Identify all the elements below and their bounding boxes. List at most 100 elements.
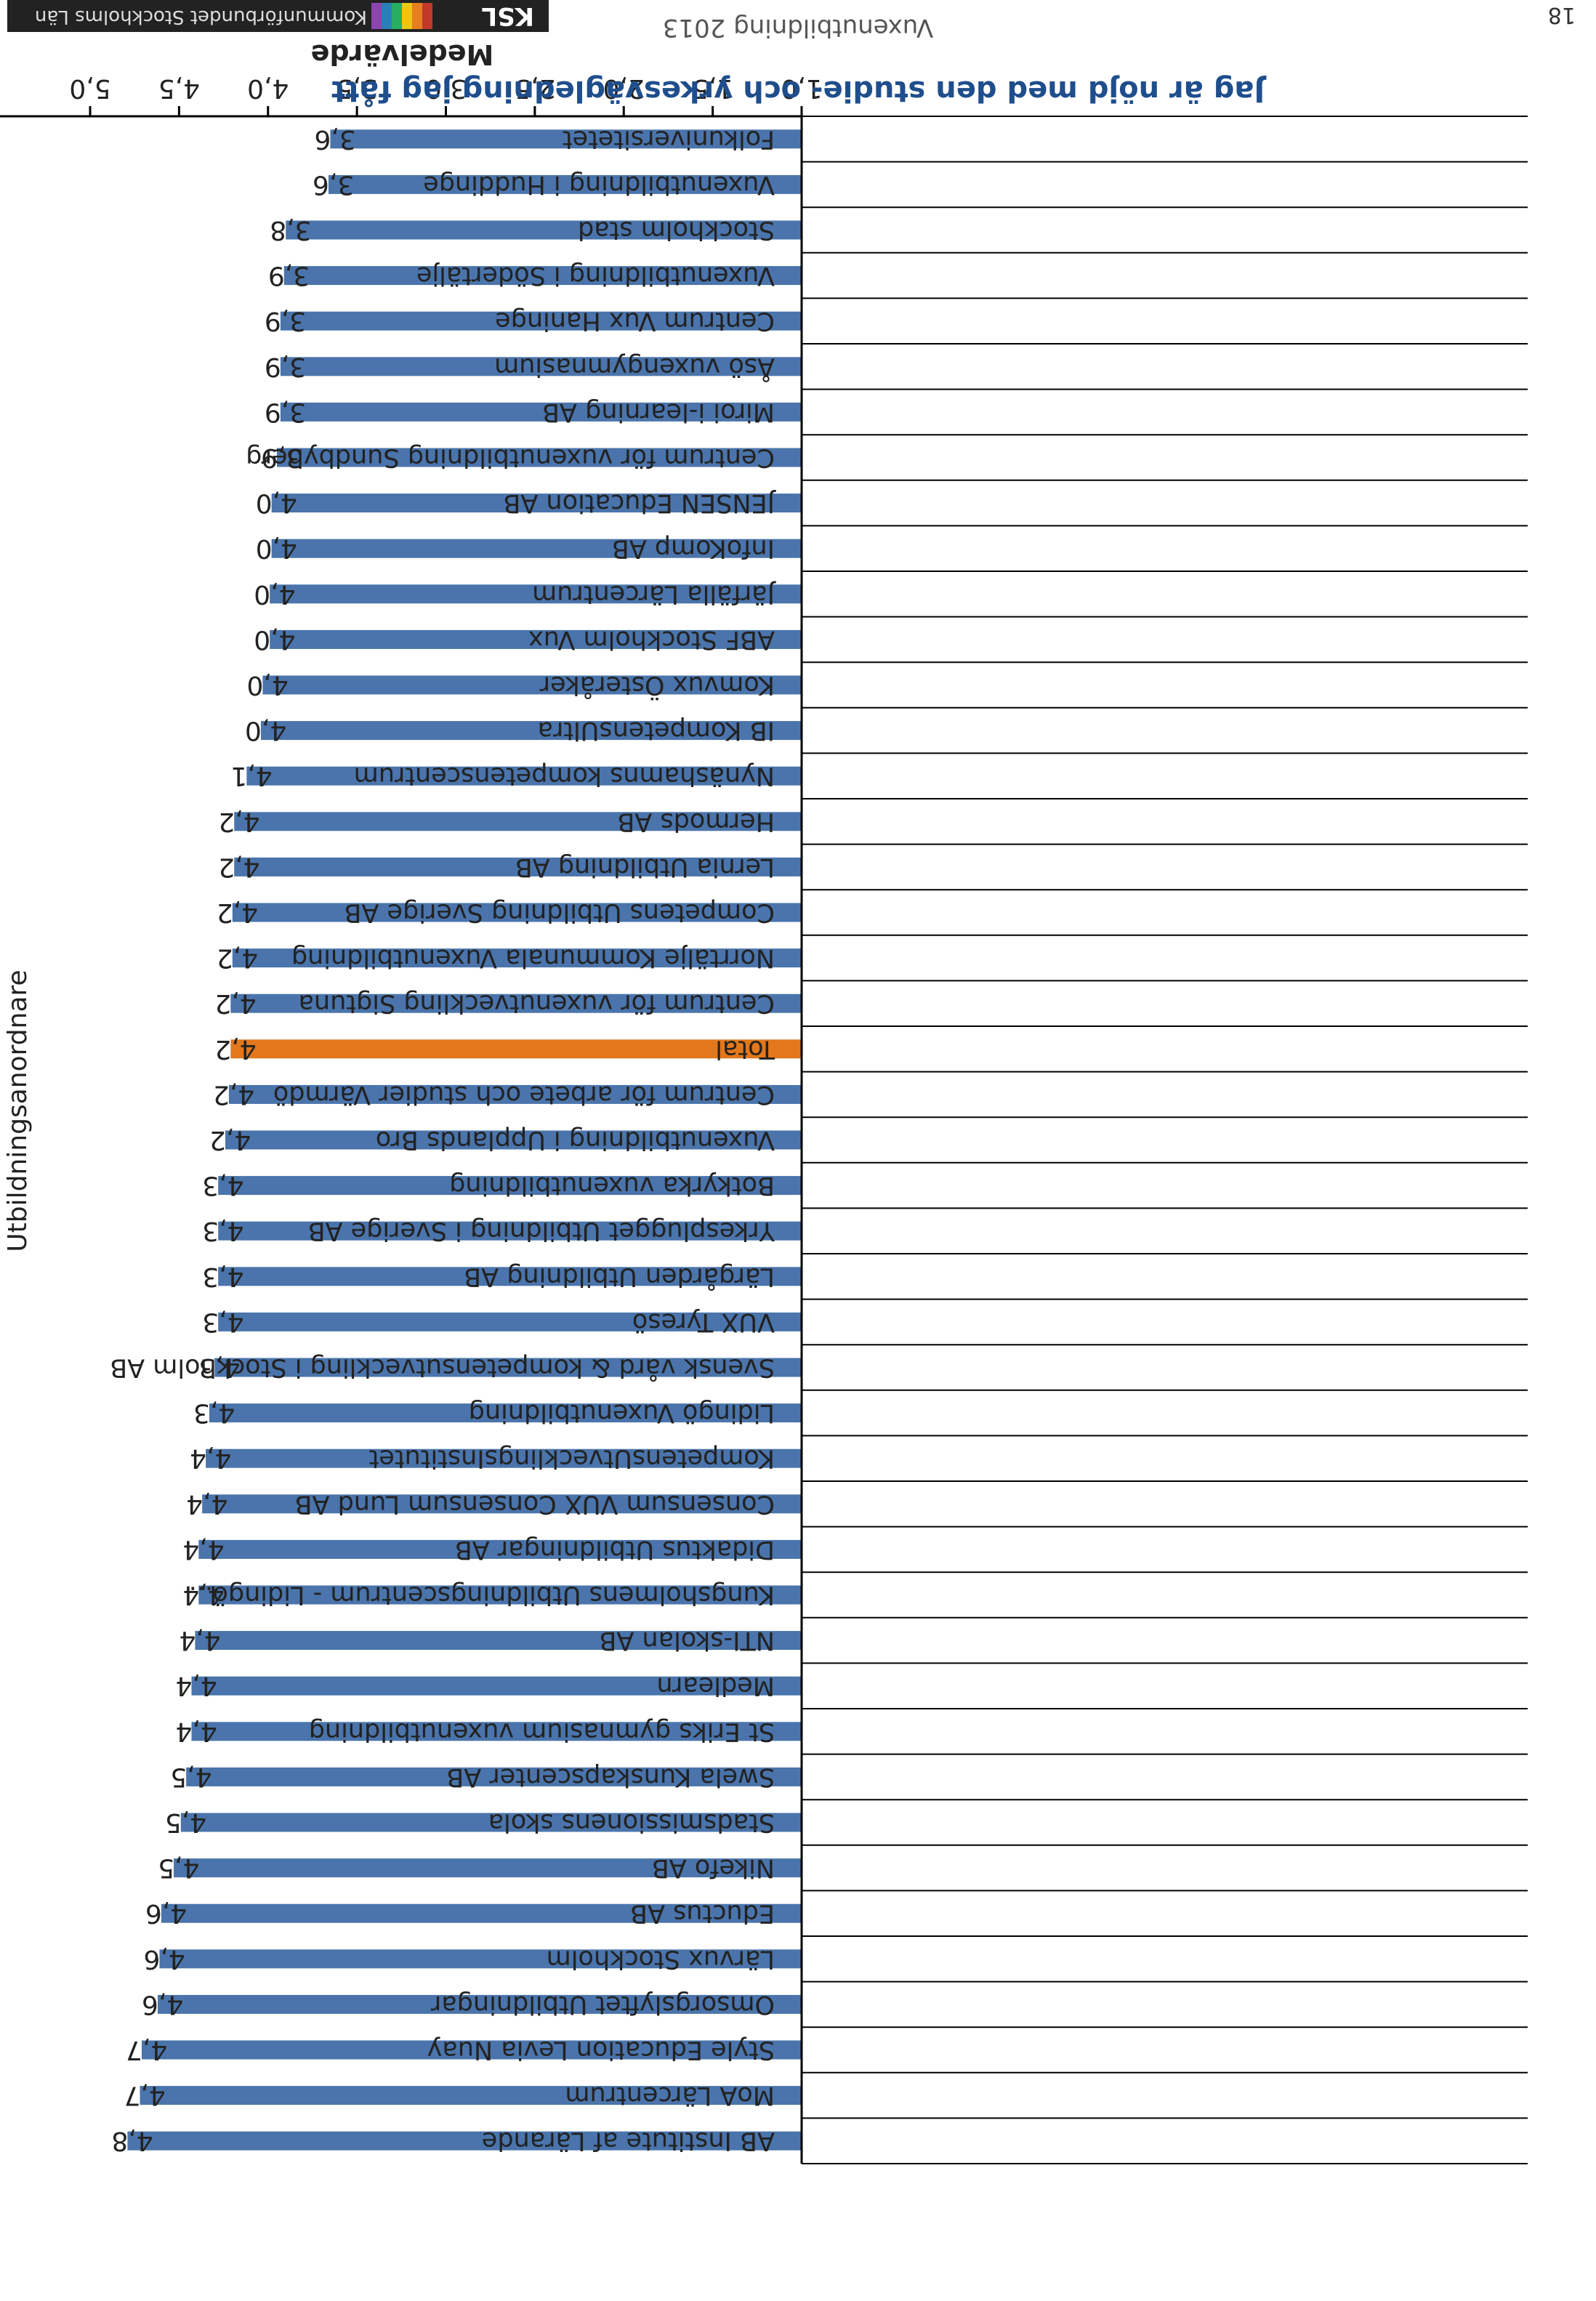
- bar: [218, 1267, 802, 1286]
- category-label: KompetensUtvecklingsInstitutet: [369, 1444, 775, 1473]
- category-label: Hermods AB: [617, 807, 775, 836]
- bar: [191, 1676, 802, 1696]
- category-label: Eductus AB: [630, 1899, 775, 1928]
- x-tick-label: 1,0: [781, 73, 822, 103]
- bar: [174, 1858, 802, 1878]
- bar: [230, 994, 802, 1013]
- value-label: 4,2: [217, 898, 258, 927]
- category-label: Stockholm stad: [578, 216, 775, 245]
- x-axis-title: Medelvärde: [311, 39, 494, 70]
- value-label: 4,2: [218, 852, 259, 882]
- value-label: 4,3: [202, 1307, 243, 1337]
- value-label: 4,0: [256, 533, 297, 563]
- x-tick-label: 2,5: [514, 73, 555, 103]
- category-label: Vuxenutbildning i Huddinge: [423, 170, 775, 199]
- category-label: Lärvux Stockholm: [547, 1944, 775, 1973]
- category-label: Folkuniversitetet: [563, 124, 775, 153]
- value-label: 4,2: [217, 943, 258, 973]
- value-label: 4,3: [198, 1353, 240, 1382]
- category-label: Total: [715, 1034, 775, 1063]
- bar: [127, 2131, 802, 2151]
- bar: [158, 1994, 802, 2014]
- value-label: 4,1: [230, 761, 272, 791]
- bar: [232, 903, 802, 922]
- value-label: 4,4: [186, 1489, 227, 1519]
- bar: [283, 266, 802, 286]
- category-label: Vuxenutbildning i Upplands Bro: [376, 1126, 775, 1155]
- category-label: Lernia Utbildning AB: [515, 853, 775, 882]
- value-label: 4,0: [254, 624, 295, 654]
- bar: [161, 1903, 802, 1923]
- category-label: Stadsmissionens skola: [488, 1808, 775, 1837]
- value-label: 4,5: [165, 1808, 206, 1837]
- category-label: Centrum Vux Haninge: [495, 307, 775, 336]
- category-label: Centrum för arbete och studier Värmdö: [273, 1080, 775, 1109]
- category-label: Nynäshamns kompetenscentrum: [354, 762, 775, 791]
- value-label: 4,6: [143, 1944, 185, 1974]
- value-label: 4,2: [213, 1079, 254, 1109]
- category-label: Vuxenutbildning i Södertälje: [416, 261, 775, 290]
- category-label: Järfälla Lärcentrum: [532, 579, 776, 608]
- value-label: 4,7: [124, 2081, 166, 2111]
- category-label: Komvux Österåker: [539, 671, 775, 701]
- category-label: Botkyrka vuxenutbildning: [449, 1171, 775, 1200]
- bar: [246, 766, 802, 786]
- category-label: St Eriks gymnasium vuxenutbildning: [309, 1717, 775, 1746]
- value-label: 3,9: [268, 261, 310, 291]
- x-tick-label: 3,0: [425, 73, 467, 103]
- value-label: 4,0: [246, 670, 288, 700]
- value-label: 3,6: [314, 124, 355, 154]
- value-label: 3,8: [270, 215, 311, 245]
- logo-stripe: [422, 3, 432, 29]
- value-label: 4,4: [182, 1534, 224, 1564]
- value-label: 4,0: [256, 488, 297, 518]
- value-label: 4,2: [209, 1125, 251, 1155]
- axes: 1,0 1,5 2,0 2,5 3,0 3,5 4,0 4,5 5,0 Medelvärde Utb…: [0, 39, 823, 2164]
- category-label: Yrkesplugget Utbildning i Sverige AB: [308, 1217, 775, 1246]
- bar: [191, 1722, 802, 1741]
- bar: [214, 1358, 802, 1377]
- category-label: Centrum för vuxenutveckling Sigtuna: [299, 989, 775, 1018]
- bar: [280, 402, 802, 422]
- x-tick-label: 5,0: [69, 73, 110, 103]
- logo-letters: KSL: [481, 1, 535, 31]
- value-label: 4,8: [111, 2126, 153, 2156]
- value-label: 3,9: [265, 397, 306, 427]
- bar: [180, 1813, 802, 1832]
- x-tick-label: 2,0: [603, 73, 645, 103]
- bar: [280, 311, 802, 331]
- category-labels: AB Institute af Lärande MoA Lärcentrum Sty…: [110, 124, 776, 2155]
- value-label: 4,2: [214, 1034, 256, 1064]
- category-label: Consensum VUX Consensum Lund AB: [295, 1489, 775, 1518]
- value-label: 3,9: [265, 352, 306, 382]
- category-label: Competens Utbildning Sverige AB: [344, 898, 775, 927]
- bar: [330, 129, 802, 149]
- value-label: 4,4: [176, 1671, 217, 1701]
- bar: [271, 493, 802, 513]
- bar: [195, 1631, 802, 1651]
- ksl-logo: Kommunförbundet Stockholms Län KSL: [7, 0, 549, 32]
- bar: [206, 1448, 802, 1468]
- bar: [276, 448, 802, 467]
- chart-title: Jag är nöjd med den studie- och yrkesväg…: [331, 74, 1265, 108]
- x-tick-label: 4,0: [247, 73, 289, 103]
- category-label: AB Institute af Lärande: [482, 2127, 775, 2156]
- bar: [232, 948, 802, 968]
- category-label: Svensk vård & kompetensutveckling i Stoc…: [110, 1353, 775, 1383]
- category-label: NTI-skolan AB: [599, 1626, 775, 1655]
- value-label: 4,6: [145, 1898, 187, 1928]
- bar-total: [230, 1039, 802, 1059]
- logo-stripe: [392, 3, 402, 29]
- category-label: VUX Tyresö: [632, 1307, 775, 1337]
- category-separators: [802, 116, 1528, 2164]
- value-labels: 4,8 4,7 4,7 4,6 4,6 4,6 4,5 4,5 4,5 4,4 4,4 4,4 4,4 4…: [111, 124, 355, 2156]
- bar: [234, 857, 802, 877]
- value-label: 4,2: [218, 807, 259, 837]
- bar: [218, 1312, 802, 1331]
- category-label: Medlearn: [656, 1672, 775, 1701]
- bar: [262, 675, 802, 695]
- bar: [270, 629, 802, 649]
- bar: [260, 721, 802, 741]
